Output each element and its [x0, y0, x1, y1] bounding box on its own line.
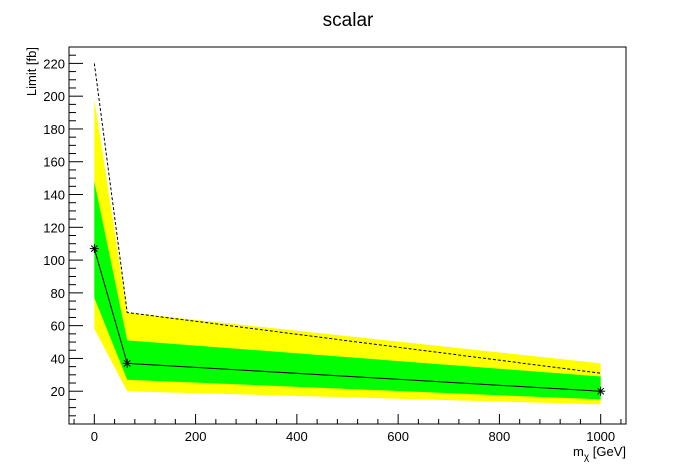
y-tick-label: 180 — [43, 122, 65, 137]
observed-line — [93, 63, 601, 374]
y-tick-label: 100 — [43, 253, 65, 268]
y-tick-label: 80 — [51, 286, 65, 301]
y-axis-ticks: 20 40 60 80 100 120 140 160 180 200 220 — [43, 46, 83, 417]
y-tick-label: 120 — [43, 220, 65, 235]
x-tick-label: 0 — [91, 429, 98, 444]
expected-point — [596, 386, 606, 396]
x-tick-label: 600 — [387, 429, 409, 444]
band-2sigma — [94, 99, 601, 405]
chart-title: scalar — [323, 10, 374, 31]
y-tick-label: 140 — [43, 188, 65, 203]
x-tick-label: 400 — [286, 429, 308, 444]
x-axis-title: mχ [GeV] — [573, 444, 626, 463]
y-tick-label: 200 — [43, 89, 65, 104]
x-axis-ticks: 0 200 400 600 800 1000 — [73, 414, 622, 444]
x-tick-label: 200 — [185, 429, 207, 444]
y-tick-label: 20 — [51, 384, 65, 399]
y-tick-label: 220 — [43, 56, 65, 71]
y-tick-label: 40 — [51, 351, 65, 366]
expected-point — [122, 358, 132, 368]
band-1sigma — [94, 181, 601, 400]
expected-markers — [89, 244, 606, 396]
y-tick-label: 60 — [51, 319, 65, 334]
x-tick-label: 800 — [489, 429, 511, 444]
expected-point — [89, 244, 99, 254]
uncertainty-bands — [94, 99, 601, 405]
y-tick-label: 160 — [43, 155, 65, 170]
y-axis-title: Limit [fb] — [24, 47, 39, 96]
x-axis-unit: [GeV] — [589, 444, 626, 459]
x-axis-symbol: m — [573, 444, 584, 459]
x-axis-subscript: χ — [584, 452, 590, 463]
x-tick-label: 1000 — [586, 429, 615, 444]
